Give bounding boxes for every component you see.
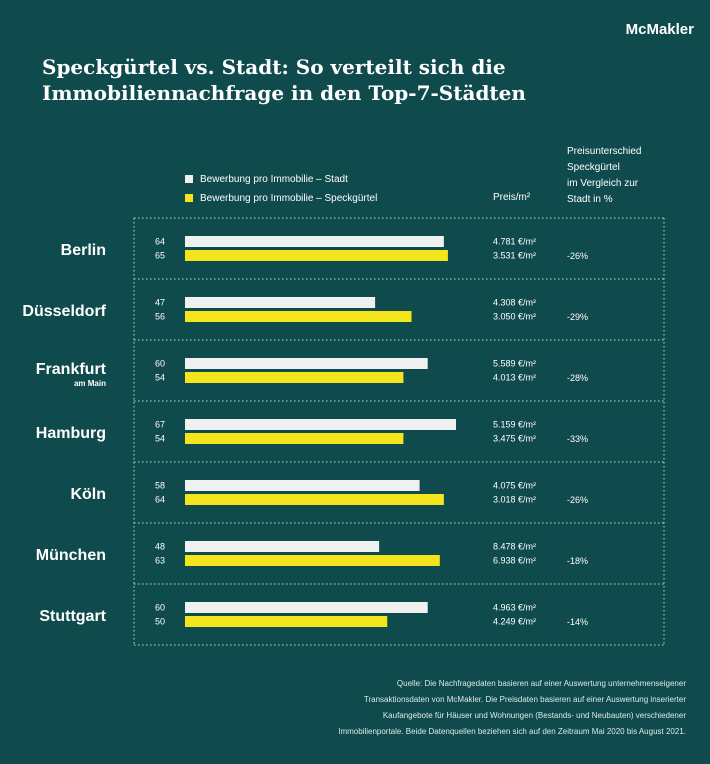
value-label: 64: [155, 495, 165, 505]
difference-header-line-1: Preisunterschied: [567, 146, 642, 157]
bar-speckguertel-köln: [185, 494, 444, 505]
price-label: 4.075 €/m²: [493, 481, 536, 491]
price-label: 3.475 €/m²: [493, 434, 536, 444]
price-label: 4.963 €/m²: [493, 603, 536, 613]
value-label: 54: [155, 373, 165, 383]
value-label: 47: [155, 298, 165, 308]
value-label: 65: [155, 251, 165, 261]
price-difference-label: -28%: [567, 373, 588, 383]
bar-stadt-stuttgart: [185, 602, 428, 613]
title-line-2: Immobiliennachfrage in den Top-7-Städten: [42, 81, 526, 105]
price-label: 5.589 €/m²: [493, 359, 536, 369]
legend-item-stadt: Bewerbung pro Immobilie – Stadt: [185, 172, 377, 186]
city-label-münchen: München: [36, 547, 106, 564]
source-line-3: Kaufangebote für Häuser und Wohnungen (B…: [382, 711, 686, 720]
price-difference-label: -14%: [567, 617, 588, 627]
source-line-4: Immobilienportale. Beide Datenquellen be…: [338, 727, 686, 736]
source-line-1: Quelle: Die Nachfragedaten basieren auf …: [396, 679, 686, 688]
bar-stadt-berlin: [185, 236, 444, 247]
price-label: 4.781 €/m²: [493, 237, 536, 247]
legend-swatch-speckguertel: [185, 194, 193, 202]
price-difference-label: -33%: [567, 434, 588, 444]
bar-speckguertel-stuttgart: [185, 616, 388, 627]
city-sublabel-frankfurt: am Main: [74, 379, 106, 388]
bar-speckguertel-münchen: [185, 555, 440, 566]
price-label: 8.478 €/m²: [493, 542, 536, 552]
legend: Bewerbung pro Immobilie – Stadt Bewerbun…: [185, 172, 377, 210]
city-label-düsseldorf: Düsseldorf: [22, 303, 106, 320]
price-label: 3.018 €/m²: [493, 495, 536, 505]
bar-stadt-köln: [185, 480, 420, 491]
price-label: 4.308 €/m²: [493, 298, 536, 308]
value-label: 56: [155, 312, 165, 322]
value-label: 54: [155, 434, 165, 444]
legend-label-stadt: Bewerbung pro Immobilie – Stadt: [200, 173, 348, 185]
value-label: 60: [155, 603, 165, 613]
value-label: 67: [155, 420, 165, 430]
price-label: 5.159 €/m²: [493, 420, 536, 430]
bar-stadt-hamburg: [185, 419, 456, 430]
legend-label-speckguertel: Bewerbung pro Immobilie – Speckgürtel: [200, 192, 378, 204]
value-label: 64: [155, 237, 165, 247]
difference-column-header: Preisunterschied Speckgürtel im Vergleic…: [567, 144, 677, 208]
city-label-köln: Köln: [70, 486, 106, 503]
difference-header-line-4: Stadt in %: [567, 194, 613, 205]
value-label: 63: [155, 556, 165, 566]
difference-header-line-2: Speckgürtel: [567, 162, 620, 173]
brand-logo: McMakler: [625, 21, 694, 38]
value-label: 48: [155, 542, 165, 552]
legend-item-speckguertel: Bewerbung pro Immobilie – Speckgürtel: [185, 191, 377, 205]
difference-header-line-3: im Vergleich zur: [567, 178, 639, 189]
bar-stadt-frankfurt: [185, 358, 428, 369]
price-difference-label: -18%: [567, 556, 588, 566]
price-difference-label: -29%: [567, 312, 588, 322]
value-label: 50: [155, 617, 165, 627]
price-difference-label: -26%: [567, 495, 588, 505]
price-difference-label: -26%: [567, 251, 588, 261]
city-label-frankfurt: Frankfurt: [36, 361, 107, 378]
source-note: Quelle: Die Nachfragedaten basieren auf …: [266, 676, 686, 740]
value-label: 58: [155, 481, 165, 491]
price-label: 3.050 €/m²: [493, 312, 536, 322]
chart-title: Speckgürtel vs. Stadt: So verteilt sich …: [42, 54, 526, 106]
price-label: 4.249 €/m²: [493, 617, 536, 627]
city-label-stuttgart: Stuttgart: [39, 608, 106, 625]
price-label: 4.013 €/m²: [493, 373, 536, 383]
source-line-2: Transaktionsdaten von McMakler. Die Prei…: [363, 695, 686, 704]
legend-swatch-stadt: [185, 175, 193, 183]
bar-speckguertel-düsseldorf: [185, 311, 412, 322]
bar-stadt-münchen: [185, 541, 380, 552]
value-label: 60: [155, 359, 165, 369]
price-label: 3.531 €/m²: [493, 251, 536, 261]
price-label: 6.938 €/m²: [493, 556, 536, 566]
city-label-hamburg: Hamburg: [36, 425, 106, 442]
bar-stadt-düsseldorf: [185, 297, 376, 308]
bar-speckguertel-berlin: [185, 250, 448, 261]
price-column-header: Preis/m²: [493, 192, 531, 203]
bar-speckguertel-hamburg: [185, 433, 404, 444]
bar-speckguertel-frankfurt: [185, 372, 404, 383]
title-line-1: Speckgürtel vs. Stadt: So verteilt sich …: [42, 55, 506, 79]
city-label-berlin: Berlin: [61, 242, 106, 259]
